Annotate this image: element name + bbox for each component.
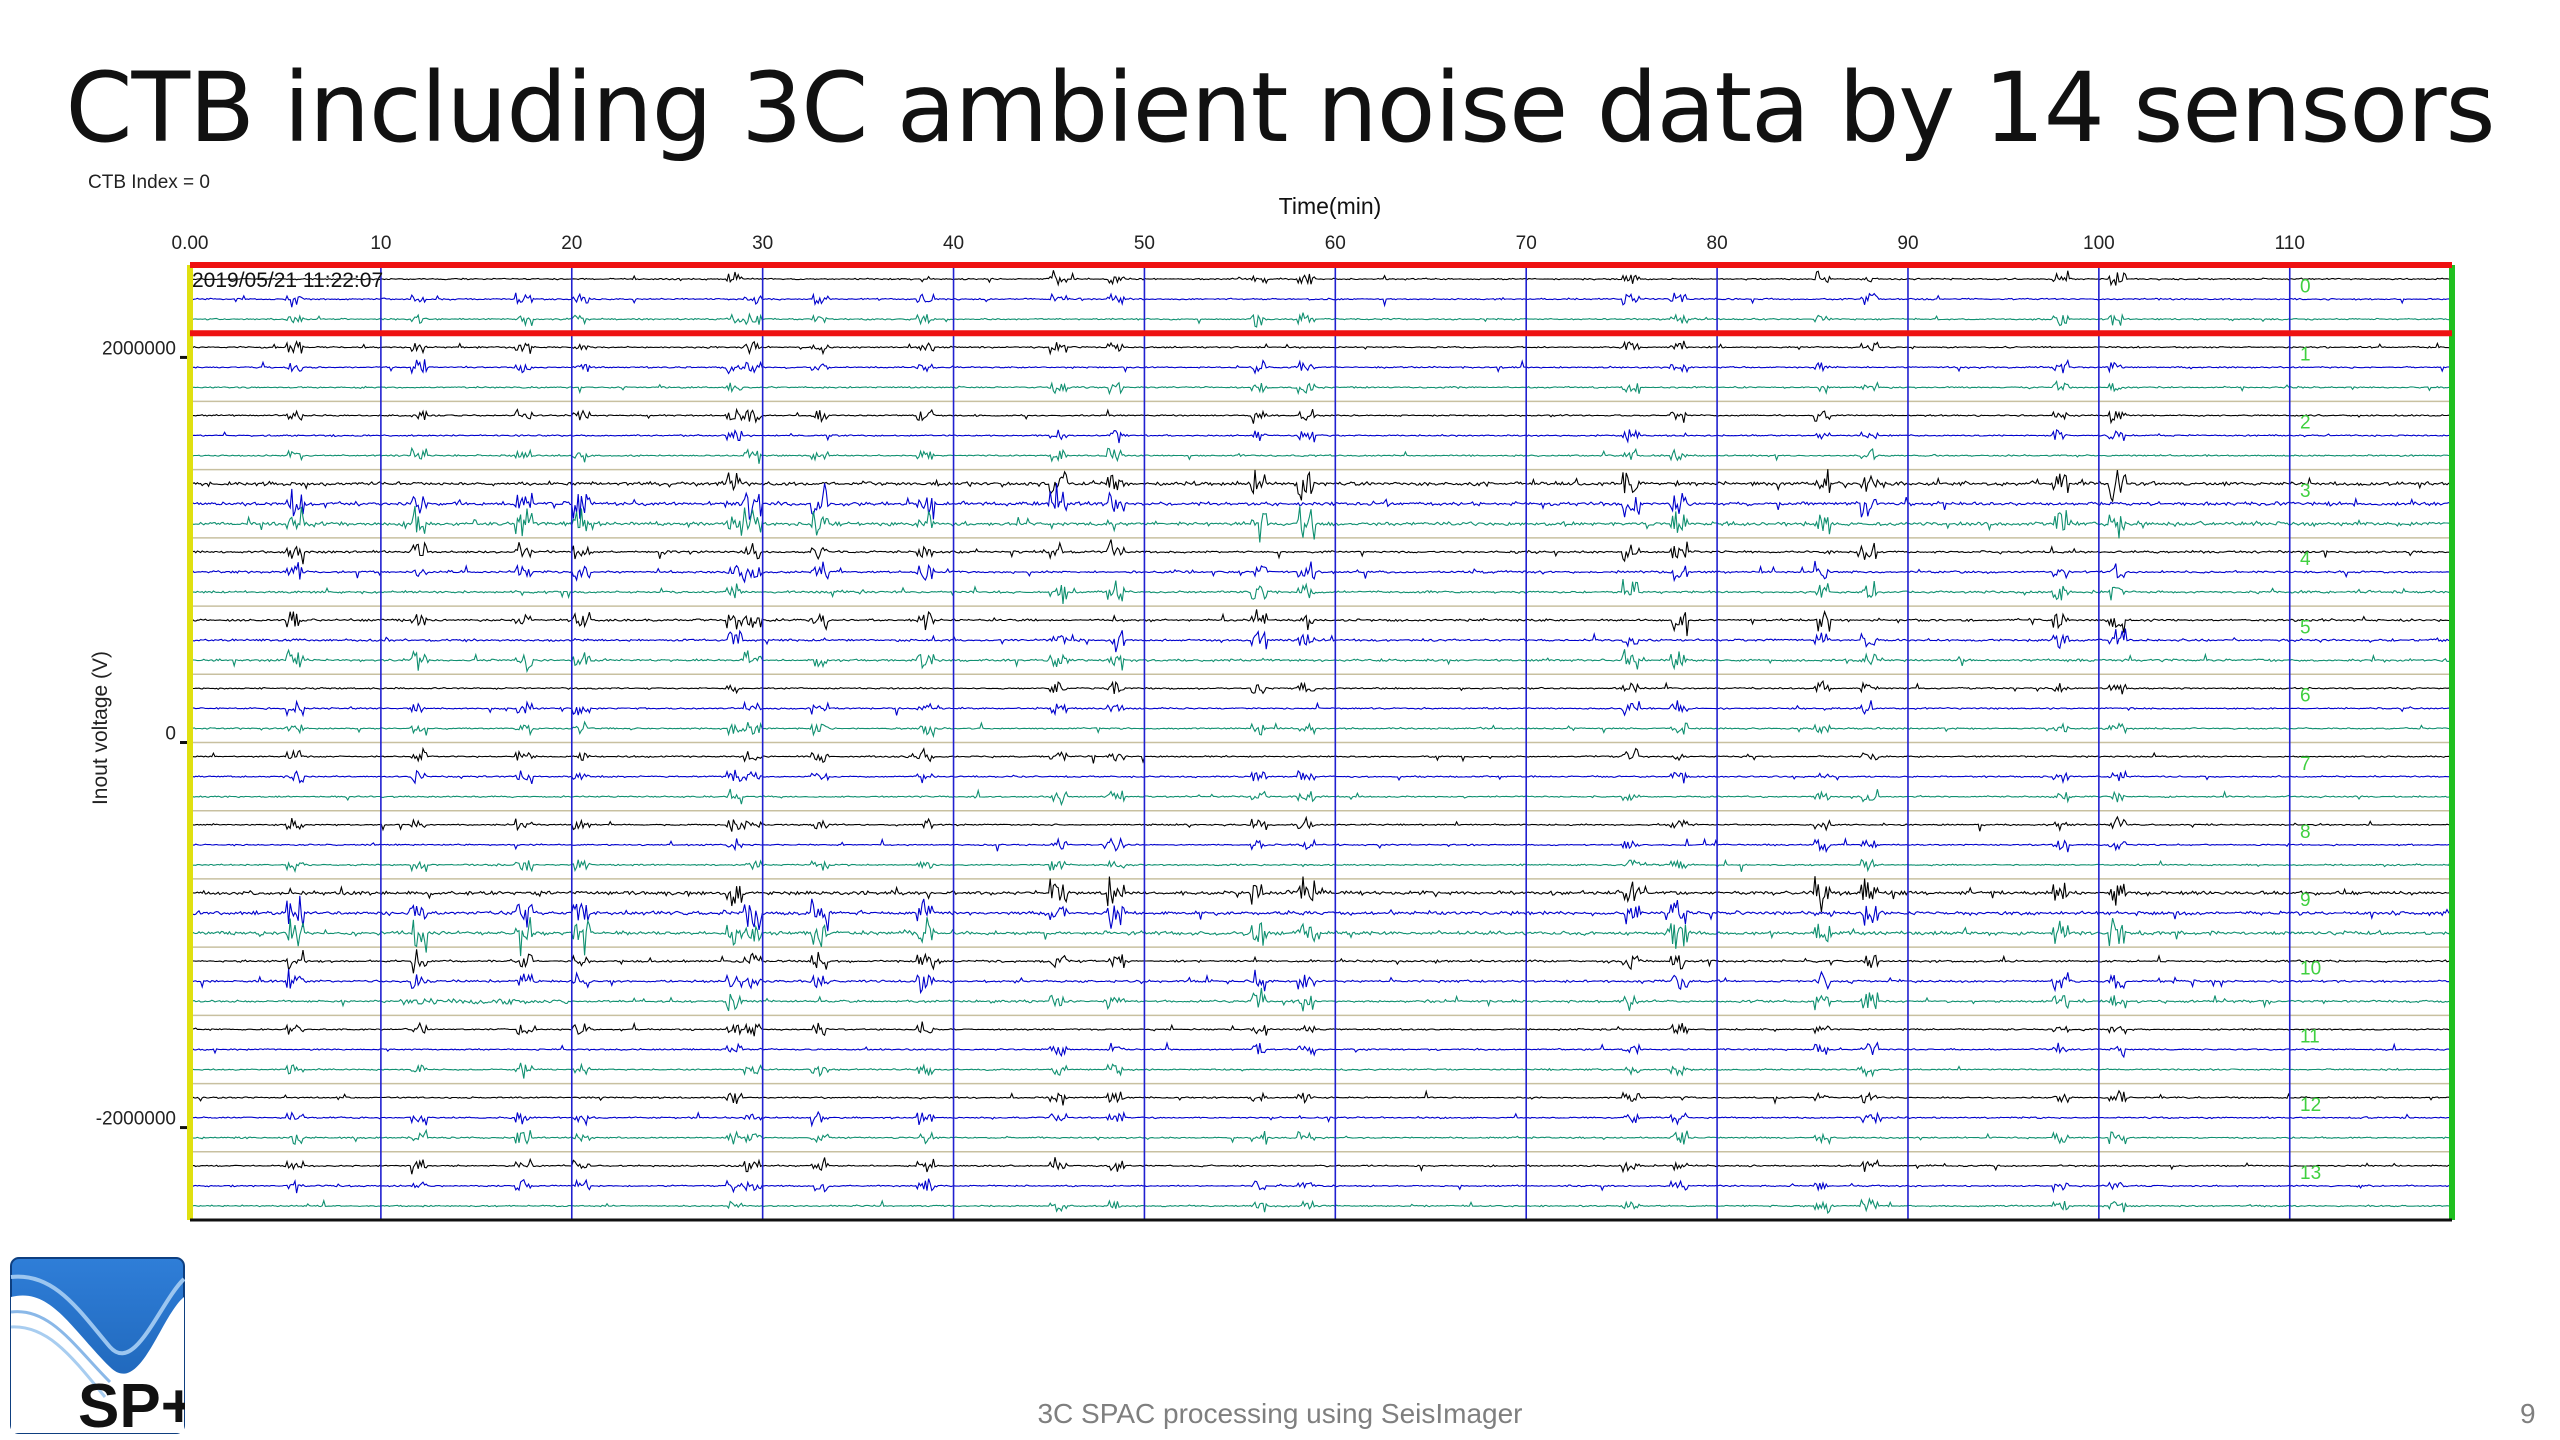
trace-sensor-10-comp-0 — [190, 949, 2452, 974]
channel-label: 12 — [2300, 1095, 2321, 1116]
channel-label: 6 — [2300, 686, 2311, 707]
x-tick-label: 20 — [561, 233, 582, 254]
x-tick-label: 80 — [1707, 233, 1728, 254]
start-timestamp: 2019/05/21 11:22:07 — [192, 269, 383, 292]
seisimager-logo: SP+ — [10, 1257, 185, 1434]
channel-label: 5 — [2300, 617, 2311, 638]
trace-sensor-6-comp-1 — [190, 699, 2452, 718]
trace-sensor-4-comp-1 — [190, 560, 2453, 584]
x-tick-label: 10 — [370, 233, 391, 254]
trace-sensor-3-comp-2 — [190, 505, 2452, 543]
trace-sensor-9-comp-0 — [190, 876, 2453, 913]
slide-title: CTB including 3C ambient noise data by 1… — [65, 52, 2495, 164]
channel-label: 0 — [2300, 276, 2311, 297]
trace-sensor-11-comp-1 — [190, 1041, 2452, 1059]
channel-label: 11 — [2300, 1027, 2320, 1048]
trace-sensor-3-comp-1 — [190, 483, 2453, 520]
ctb-index-label: CTB Index = 0 — [88, 172, 210, 193]
trace-sensor-0-comp-2 — [190, 312, 2452, 328]
trace-sensor-4-comp-0 — [191, 539, 2453, 565]
channel-label: 10 — [2300, 958, 2321, 979]
trace-sensor-11-comp-0 — [190, 1021, 2452, 1037]
trace-sensor-13-comp-2 — [190, 1197, 2452, 1215]
x-tick-label: 70 — [1516, 233, 1537, 254]
x-tick-label: 0.00 — [172, 233, 209, 254]
trace-sensor-5-comp-0 — [190, 609, 2452, 637]
y-tick-label: 2000000 — [102, 338, 176, 359]
trace-sensor-13-comp-0 — [190, 1157, 2452, 1175]
channel-label: 4 — [2300, 549, 2311, 570]
trace-sensor-8-comp-2 — [190, 858, 2453, 873]
trace-sensor-5-comp-2 — [190, 648, 2452, 674]
x-tick-label: 100 — [2083, 233, 2115, 254]
trace-sensor-8-comp-0 — [190, 815, 2453, 833]
x-tick-label: 30 — [752, 233, 773, 254]
trace-sensor-13-comp-1 — [190, 1178, 2452, 1194]
trace-sensor-12-comp-1 — [190, 1110, 2452, 1128]
trace-group — [190, 270, 2453, 1215]
channel-label: 13 — [2300, 1163, 2321, 1184]
trace-sensor-7-comp-1 — [190, 769, 2452, 785]
trace-sensor-0-comp-1 — [190, 292, 2452, 308]
trace-sensor-2-comp-0 — [190, 407, 2452, 425]
trace-sensor-6-comp-2 — [190, 720, 2452, 739]
trace-sensor-12-comp-0 — [190, 1089, 2452, 1106]
x-tick-label: 40 — [943, 233, 964, 254]
slide-footer: 3C SPAC processing using SeisImager — [1037, 1398, 1523, 1429]
channel-label: 2 — [2300, 413, 2311, 434]
trace-sensor-9-comp-2 — [190, 917, 2453, 957]
trace-sensor-9-comp-1 — [190, 895, 2453, 932]
trace-sensor-1-comp-2 — [190, 380, 2452, 396]
trace-sensor-7-comp-2 — [190, 788, 2452, 807]
trace-sensor-10-comp-1 — [191, 968, 2453, 995]
trace-sensor-5-comp-1 — [190, 628, 2452, 653]
trace-sensor-12-comp-2 — [190, 1128, 2452, 1146]
channel-label: 8 — [2300, 822, 2311, 843]
trace-sensor-11-comp-2 — [190, 1062, 2452, 1079]
x-tick-label: 90 — [1897, 233, 1918, 254]
channel-label: 1 — [2300, 345, 2311, 366]
trace-sensor-10-comp-2 — [190, 987, 2452, 1012]
y-tick-label: 0 — [165, 724, 176, 745]
trace-sensor-3-comp-0 — [190, 469, 2452, 503]
page-number: 9 — [2520, 1398, 2536, 1429]
trace-sensor-8-comp-1 — [190, 836, 2452, 854]
trace-sensor-0-comp-0 — [190, 270, 2452, 287]
trace-sensor-2-comp-1 — [190, 428, 2452, 444]
y-tick-label: -2000000 — [96, 1109, 176, 1130]
x-tick-label: 110 — [2275, 233, 2305, 254]
channel-label: 9 — [2300, 890, 2311, 911]
trace-sensor-1-comp-1 — [190, 358, 2452, 375]
trace-sensor-1-comp-0 — [190, 340, 2452, 356]
trace-sensor-2-comp-2 — [190, 446, 2452, 464]
channel-label: 7 — [2300, 754, 2311, 775]
trace-sensor-6-comp-0 — [190, 680, 2452, 695]
x-tick-label: 50 — [1134, 233, 1155, 254]
channel-label: 3 — [2300, 481, 2311, 502]
x-axis-title: Time(min) — [1278, 193, 1382, 219]
x-tick-label: 60 — [1325, 233, 1346, 254]
trace-sensor-4-comp-2 — [190, 579, 2453, 605]
trace-sensor-7-comp-0 — [190, 746, 2452, 764]
logo-text: SP+ — [78, 1372, 185, 1434]
